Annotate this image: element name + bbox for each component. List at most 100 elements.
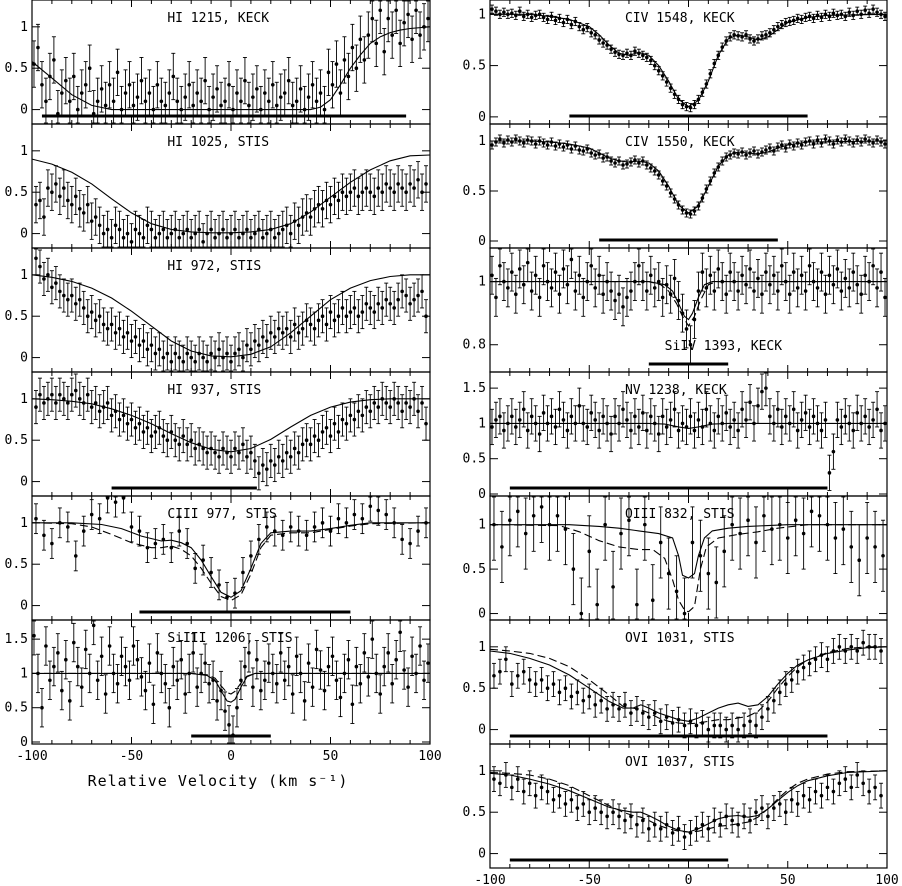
data-point	[195, 91, 199, 95]
data-point	[93, 318, 98, 323]
data-point	[692, 428, 697, 433]
data-point	[107, 82, 112, 87]
data-point	[153, 430, 158, 434]
data-point	[105, 401, 110, 405]
data-point	[62, 397, 66, 401]
data-point	[577, 273, 582, 278]
data-point	[831, 449, 836, 454]
data-point	[823, 137, 828, 141]
data-point	[515, 673, 520, 678]
data-point	[498, 414, 502, 419]
data-point	[316, 318, 321, 323]
data-point	[249, 450, 253, 455]
data-point	[571, 567, 576, 571]
panel-plot-area	[490, 372, 887, 491]
data-point	[257, 537, 261, 542]
data-point	[569, 414, 574, 419]
data-point	[809, 509, 814, 514]
data-point	[344, 314, 349, 319]
data-point	[155, 651, 160, 655]
data-point	[688, 414, 693, 419]
data-point	[153, 235, 158, 240]
data-point	[527, 781, 532, 786]
y-tick-label: 1	[478, 134, 486, 149]
data-point	[193, 359, 197, 364]
y-tick-label: 0	[20, 103, 28, 118]
data-point	[382, 49, 387, 54]
data-point	[688, 105, 693, 110]
data-point	[787, 292, 792, 297]
data-point	[352, 417, 357, 422]
data-point	[85, 392, 90, 397]
data-point	[752, 39, 756, 43]
data-point	[740, 407, 744, 412]
data-point	[203, 661, 207, 665]
data-point	[121, 496, 126, 500]
panel-label: SiIII 1206, STIS	[167, 631, 292, 646]
data-point	[350, 45, 355, 50]
data-point	[648, 58, 653, 63]
y-tick-label: 1	[478, 518, 486, 533]
data-point	[712, 289, 717, 293]
data-point	[531, 513, 536, 518]
data-point	[494, 295, 498, 300]
data-point	[424, 421, 428, 426]
y-tick-label: 0	[20, 351, 28, 366]
data-point	[177, 355, 182, 360]
data-point	[648, 166, 653, 170]
model-curve	[490, 140, 887, 214]
data-point	[555, 513, 560, 518]
data-point	[656, 173, 661, 177]
data-point	[121, 335, 126, 339]
data-point	[143, 99, 148, 104]
data-point	[257, 471, 261, 476]
data-point	[332, 318, 337, 323]
data-point	[215, 87, 219, 91]
data-point	[135, 95, 140, 99]
data-point	[506, 286, 510, 290]
data-point	[855, 282, 860, 287]
data-point	[504, 657, 508, 662]
data-point	[259, 688, 263, 693]
data-point	[648, 414, 653, 419]
data-point	[265, 231, 269, 236]
data-point	[569, 694, 574, 699]
data-point	[498, 263, 502, 268]
data-point	[490, 143, 494, 147]
data-point	[589, 30, 594, 35]
data-point	[807, 425, 812, 429]
data-point	[672, 276, 677, 281]
data-point	[36, 45, 40, 50]
data-point	[272, 235, 277, 240]
panel-oiii-832-stis: 0 0.5 1 OIII 832, STIS	[463, 495, 888, 622]
data-point	[744, 153, 748, 157]
y-tick-label: 0.5	[5, 433, 28, 448]
data-point	[400, 537, 404, 542]
data-point	[247, 651, 251, 655]
data-point	[300, 326, 305, 331]
data-point	[294, 99, 299, 104]
data-point	[336, 516, 341, 521]
data-point	[420, 289, 424, 294]
data-point	[278, 651, 283, 655]
data-point	[847, 286, 852, 290]
data-point	[85, 314, 90, 319]
data-point	[386, 16, 391, 21]
data-point	[71, 74, 76, 79]
data-point	[50, 392, 54, 397]
y-tick-label: 1.5	[5, 632, 28, 647]
data-point	[392, 306, 396, 310]
data-point	[296, 450, 301, 455]
y-tick-label: 0.5	[5, 309, 28, 324]
data-point	[334, 678, 339, 683]
data-point	[660, 414, 665, 419]
data-point	[296, 330, 301, 335]
data-point	[235, 705, 239, 710]
data-point	[744, 33, 748, 37]
y-tick-label: 0.5	[5, 61, 28, 76]
data-point	[255, 657, 259, 662]
data-point	[394, 8, 398, 13]
data-point	[54, 182, 58, 186]
data-point	[42, 401, 46, 405]
data-point	[776, 407, 780, 412]
